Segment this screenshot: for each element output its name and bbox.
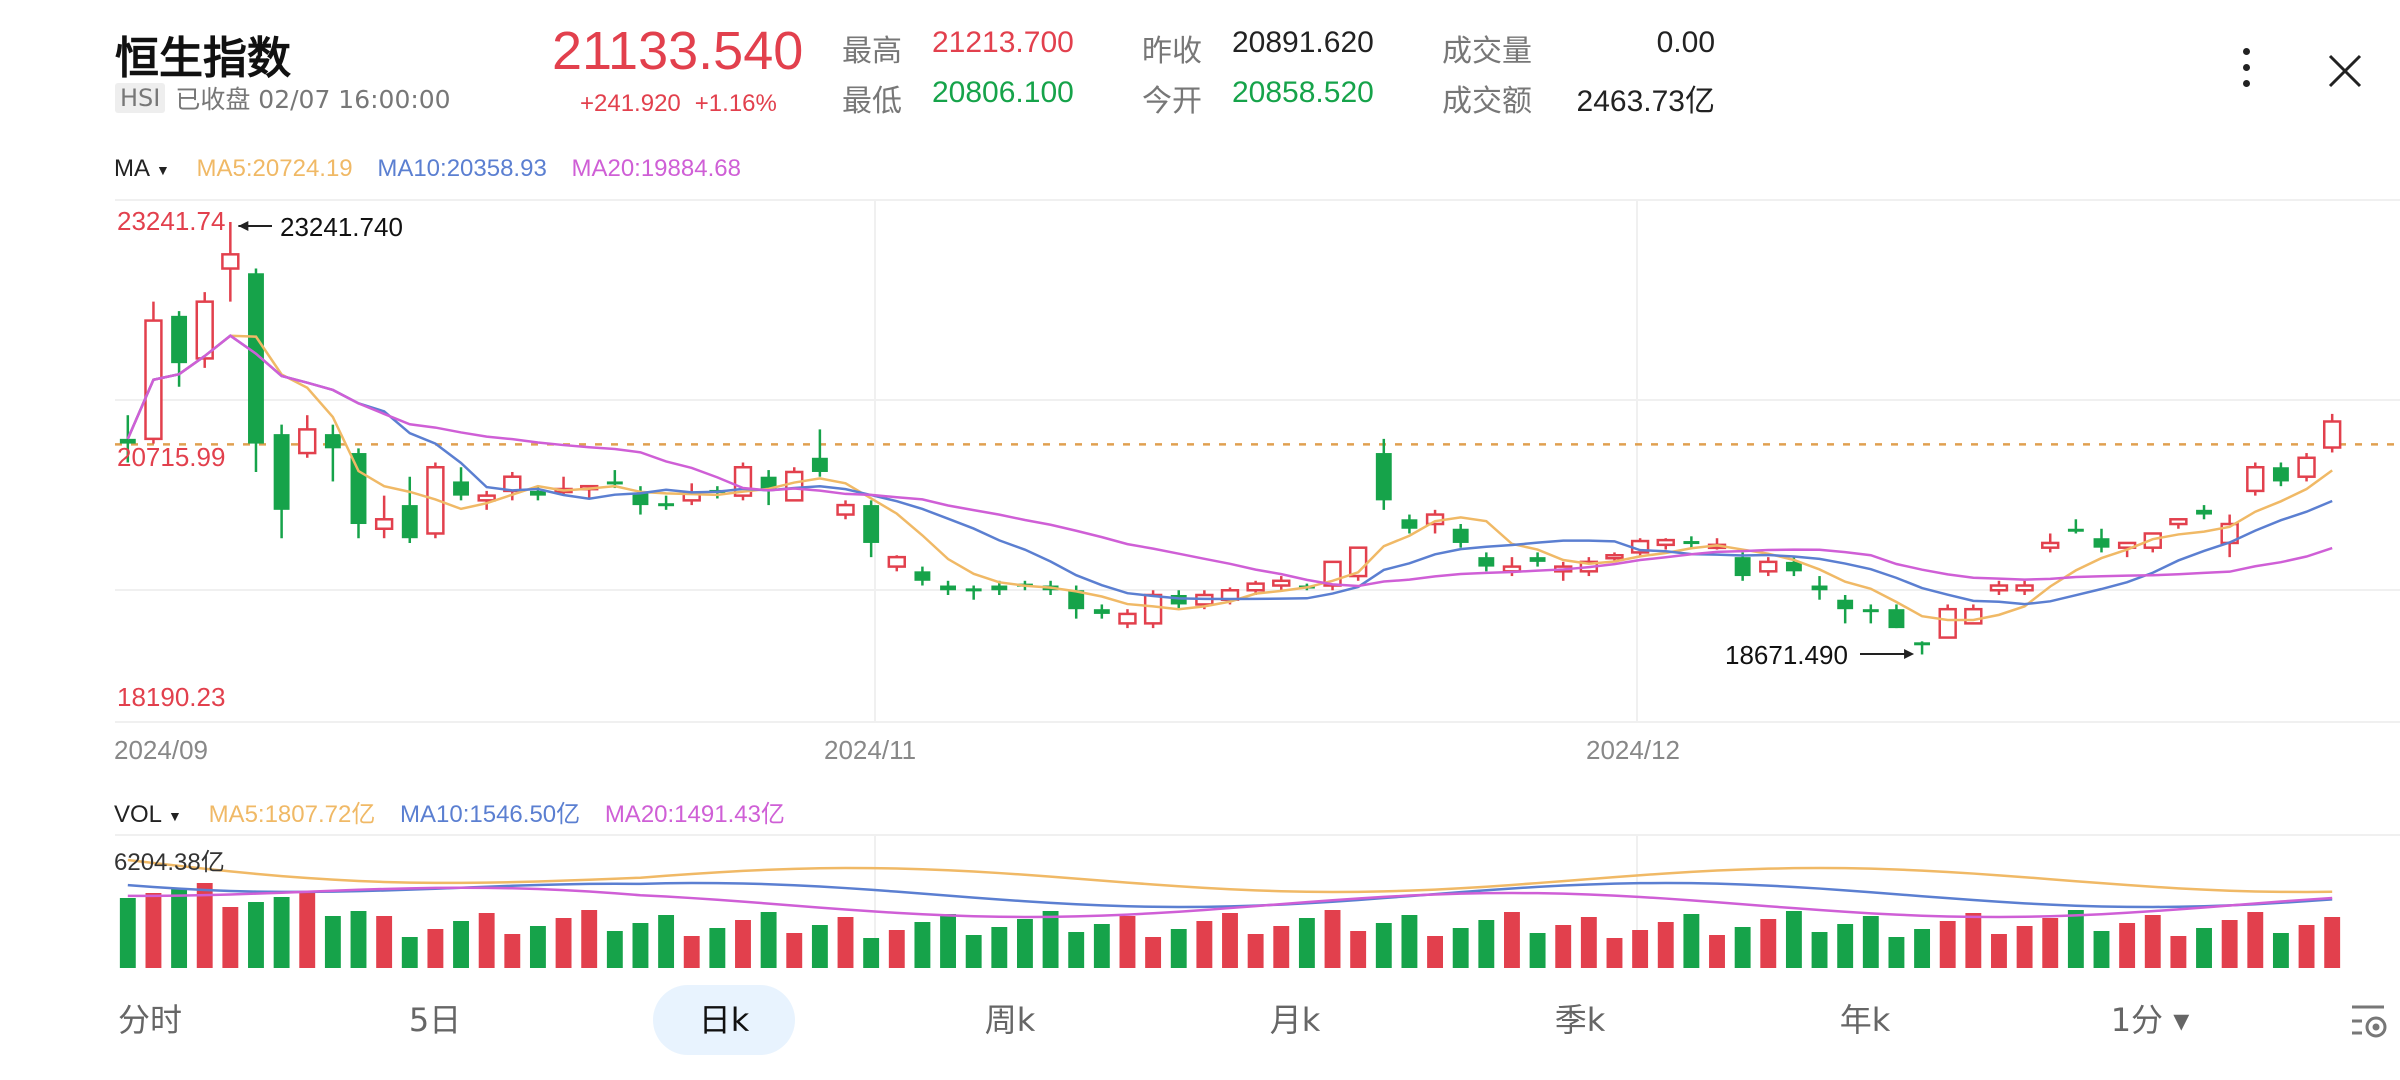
axis-min-label: 18190.23 [117,682,226,712]
open-value: 20858.520 [1232,76,1374,109]
chart-settings-icon[interactable] [2340,985,2400,1055]
turnover-value: 2463.73亿 [1576,85,1715,118]
prev-close-value: 20891.620 [1232,26,1374,59]
vol-selector[interactable]: VOL ▼ [114,801,182,828]
tab-weekly-k[interactable]: 周k [984,1001,1036,1039]
market-status: 已收盘 02/07 16:00:00 [175,85,451,114]
axis-max-label: 23241.74 [117,206,226,236]
caret-down-icon: ▼ [156,161,170,178]
vol-legend: VOL ▼ MA5:1807.72亿 MA10:1546.50亿 MA20:149… [114,794,785,829]
low-value: 20806.100 [932,76,1074,109]
change-value: +241.920 [580,90,681,117]
last-price: 21133.540 [552,21,804,81]
turnover-label: 成交额 [1442,84,1532,119]
change-percent: +1.16% [694,90,777,117]
tab-1min-dropdown[interactable]: 1分 ▾ [2110,1001,2190,1039]
volume-value: 0.00 [1656,26,1715,59]
tab-daily-k[interactable]: 日k [653,985,795,1055]
symbol-badge: HSI [115,83,166,113]
ma-selector[interactable]: MA ▼ [114,155,170,182]
ma5-value: MA5:20724.19 [196,155,353,182]
prev-close-label: 昨收 [1142,34,1202,69]
ma-legend: MA ▼ MA5:20724.19 MA10:20358.93 MA20:1988… [114,155,741,183]
ma10-value: MA10:20358.93 [377,155,547,182]
vol-max-label: 6204.38亿 [114,849,225,876]
ma20-value: MA20:19884.68 [571,155,741,182]
price-change: +241.920 +1.16% [580,90,791,118]
low-annotation: 18671.490 [1725,640,1848,670]
high-value: 21213.700 [932,26,1074,59]
low-label: 最低 [842,84,902,119]
tab-5day[interactable]: 5日 [408,1001,462,1039]
open-label: 今开 [1142,84,1202,119]
vol-ma20-value: MA20:1491.43亿 [604,801,785,828]
axis-mid-label: 20715.99 [117,442,226,472]
volume-label: 成交量 [1442,34,1532,69]
more-vertical-icon[interactable] [2238,48,2254,94]
vol-ma5-value: MA5:1807.72亿 [208,801,376,828]
index-title: 恒生指数 [115,33,291,84]
date-label-sep: 2024/09 [114,735,208,765]
tab-intraday[interactable]: 分时 [117,1001,182,1039]
close-icon[interactable] [2322,48,2368,94]
tab-quarterly-k[interactable]: 季k [1554,1001,1606,1039]
date-label-nov: 2024/11 [824,735,917,765]
tab-monthly-k[interactable]: 月k [1269,1001,1321,1039]
high-label: 最高 [842,34,902,69]
date-label-dec: 2024/12 [1586,735,1680,765]
period-tabs: 分时 5日 日k 周k 月k 季k 年k 1分 ▾ [0,985,2400,1065]
caret-down-icon: ▼ [168,807,182,824]
status-line: HSI 已收盘 02/07 16:00:00 [115,80,451,116]
vol-ma10-value: MA10:1546.50亿 [400,801,581,828]
high-annotation: 23241.740 [280,212,403,242]
tab-yearly-k[interactable]: 年k [1839,1001,1891,1039]
